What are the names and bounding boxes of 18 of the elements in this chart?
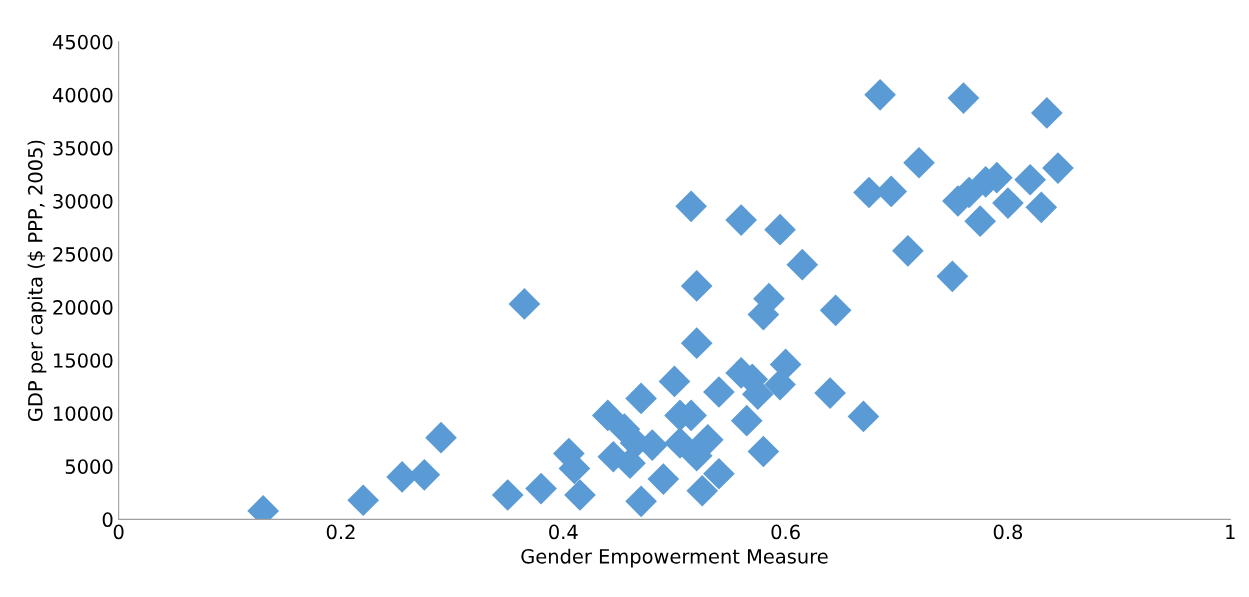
x-axis-title: Gender Empowerment Measure: [521, 548, 828, 568]
x-tick-label: 1: [1226, 524, 1235, 540]
x-tick-label: 0.4: [549, 524, 578, 540]
y-axis-title: GDP per capita ($ PPP, 2005): [27, 140, 47, 422]
x-tick-label: 0.2: [326, 524, 355, 540]
y-tick-label: 30000: [53, 193, 113, 209]
y-tick-label: 5000: [65, 459, 113, 474]
x-tick-label: 0: [113, 524, 124, 540]
y-tick-label: 25000: [53, 247, 113, 262]
y-tick-label: 35000: [53, 140, 113, 156]
y-tick-label: 15000: [54, 353, 113, 368]
y-tick-label: 10000: [54, 406, 113, 421]
y-tick-label: 45000: [52, 34, 113, 50]
y-tick-label: 20000: [53, 300, 113, 315]
y-tick-label: 40000: [52, 87, 113, 103]
y-tick-label: 0: [102, 512, 113, 528]
x-tick-label: 0.8: [993, 524, 1023, 540]
x-tick-label: 0.6: [771, 524, 800, 540]
